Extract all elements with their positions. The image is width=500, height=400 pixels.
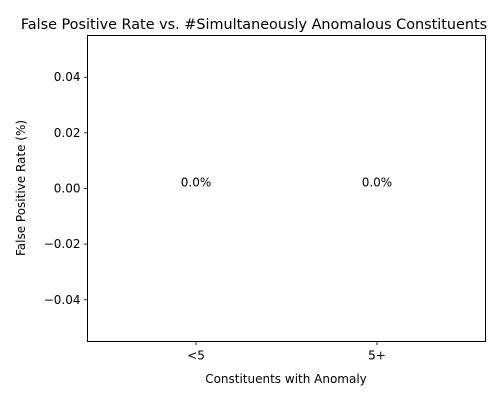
y-tick-label: −0.02	[44, 237, 81, 251]
y-tick-label: 0.04	[54, 70, 81, 84]
x-axis-label: Constituents with Anomaly	[205, 372, 367, 386]
x-tick-label: <5	[187, 349, 205, 363]
bar-data-label: 0.0%	[181, 176, 212, 190]
plot-area	[87, 35, 486, 342]
y-tick-label: 0.00	[54, 182, 81, 196]
y-tick-label: −0.04	[44, 293, 81, 307]
y-axis-label: False Positive Rate (%)	[14, 120, 28, 256]
chart-title: False Positive Rate vs. #Simultaneously …	[21, 17, 487, 33]
x-axis: <5 5+	[187, 341, 386, 363]
x-tick-label: 5+	[368, 349, 386, 363]
y-tick-label: 0.02	[54, 126, 81, 140]
y-axis: −0.04 −0.02 0.00 0.02 0.04	[44, 70, 88, 307]
data-labels: 0.0% 0.0%	[181, 176, 392, 190]
bar-data-label: 0.0%	[362, 176, 393, 190]
